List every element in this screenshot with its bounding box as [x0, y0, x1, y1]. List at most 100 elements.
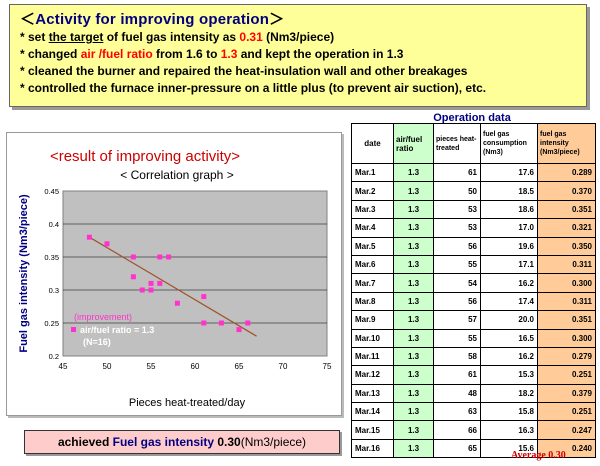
data-point: [201, 320, 207, 326]
x-tick-label: 55: [147, 362, 156, 371]
cell-pieces: 57: [433, 310, 481, 330]
cell-date: Mar.6: [351, 254, 394, 275]
cell-date: Mar.4: [351, 218, 394, 238]
activity-item-4: * controlled the furnace inner-pressure …: [20, 81, 487, 95]
cell-intensity: 0.279: [537, 346, 596, 367]
data-point: [166, 254, 172, 260]
cell-air-fuel-ratio: 1.3: [393, 236, 434, 256]
legend-marker: [71, 327, 76, 332]
cell-consumption: 16.3: [480, 420, 538, 440]
cell-date: Mar.12: [351, 365, 394, 385]
cell-intensity: 0.240: [537, 438, 596, 459]
correlation-chart: <result of improving activity> < Correlat…: [18, 148, 332, 409]
cell-consumption: 17.0: [480, 218, 538, 238]
table-row: Mar.6 1.3 55 17.1 0.311: [351, 254, 596, 275]
cell-air-fuel-ratio: 1.3: [393, 218, 434, 238]
improvement-activity-box: ＜Activity for improving operation＞ * set…: [9, 4, 587, 107]
activity-item-2: * changed air /fuel ratio from 1.6 to 1.…: [20, 47, 404, 61]
cell-pieces: 61: [433, 365, 481, 385]
cell-pieces: 56: [433, 291, 481, 312]
cell-air-fuel-ratio: 1.3: [393, 383, 434, 404]
cell-pieces: 53: [433, 218, 481, 238]
table-row: Mar.15 1.3 66 16.3 0.247: [351, 420, 596, 440]
trend-line: [89, 236, 257, 337]
cell-pieces: 55: [433, 328, 481, 348]
x-tick-label: 60: [191, 362, 200, 371]
cell-intensity: 0.379: [537, 383, 596, 404]
table-row: Mar.10 1.3 55 16.5 0.300: [351, 328, 596, 348]
cell-intensity: 0.370: [537, 181, 596, 201]
cell-air-fuel-ratio: 1.3: [393, 199, 434, 220]
y-tick-label: 0.35: [44, 253, 59, 262]
data-point: [245, 320, 251, 326]
legend-label: air/fuel ratio = 1.3: [80, 325, 154, 335]
cell-pieces: 55: [433, 254, 481, 275]
cell-air-fuel-ratio: 1.3: [393, 420, 434, 440]
cell-air-fuel-ratio: 1.3: [393, 162, 434, 183]
activity-item-3: * cleaned the burner and repaired the he…: [20, 64, 468, 78]
cell-air-fuel-ratio: 1.3: [393, 365, 434, 385]
header-date: date: [351, 123, 394, 164]
y-tick-label: 0.25: [44, 319, 59, 328]
table-row: Mar.4 1.3 53 17.0 0.321: [351, 218, 596, 238]
cell-air-fuel-ratio: 1.3: [393, 438, 434, 459]
header-pieces-heat-treated: pieces heat-treated: [433, 123, 481, 164]
x-axis-label: Pieces heat-treated/day: [129, 397, 246, 409]
table-row: Mar.2 1.3 50 18.5 0.370: [351, 181, 596, 201]
cell-pieces: 54: [433, 273, 481, 293]
cell-air-fuel-ratio: 1.3: [393, 273, 434, 293]
legend-title: (improvement): [74, 312, 132, 322]
cell-consumption: 20.0: [480, 310, 538, 330]
table-row: Mar.14 1.3 63 15.8 0.251: [351, 402, 596, 422]
cell-date: Mar.16: [351, 438, 394, 459]
header-fuel-gas-consumption: fuel gas consumption (Nm3): [480, 123, 538, 164]
y-tick-label: 0.4: [49, 220, 59, 229]
chart-heading: <result of improving activity>: [50, 148, 240, 165]
cell-intensity: 0.247: [537, 420, 596, 440]
x-tick-label: 75: [323, 362, 332, 371]
activity-item-1: * set the targetthe target of fuel gas i…: [20, 30, 335, 44]
cell-consumption: 18.5: [480, 181, 538, 201]
cell-air-fuel-ratio: 1.3: [393, 181, 434, 201]
data-point: [157, 254, 163, 260]
cell-intensity: 0.289: [537, 162, 596, 183]
x-tick-label: 50: [103, 362, 112, 371]
x-tick-label: 45: [59, 362, 68, 371]
title-text: Activity for improving operation: [35, 11, 270, 28]
data-point: [201, 294, 207, 300]
data-point: [130, 274, 136, 280]
cell-intensity: 0.311: [537, 291, 596, 312]
cell-consumption: 16.2: [480, 346, 538, 367]
cell-date: Mar.10: [351, 328, 394, 348]
plot-area: [62, 190, 328, 357]
table-row: Mar.13 1.3 48 18.2 0.379: [351, 383, 596, 404]
cell-date: Mar.11: [351, 346, 394, 367]
cell-date: Mar.5: [351, 236, 394, 256]
cell-pieces: 48: [433, 383, 481, 404]
table-header-row: date air/fuel ratio pieces heat-treated …: [351, 123, 596, 164]
cell-pieces: 50: [433, 181, 481, 201]
cell-intensity: 0.351: [537, 199, 596, 220]
table-row: Mar.1 1.3 61 17.6 0.289: [351, 162, 596, 183]
table-row: Mar.8 1.3 56 17.4 0.311: [351, 291, 596, 312]
correlation-chart-panel: <result of improving activity> < Correlat…: [6, 132, 342, 416]
title-bracket-open: ＜: [20, 11, 36, 28]
cell-consumption: 17.6: [480, 162, 538, 183]
header-air-fuel-ratio: air/fuel ratio: [393, 123, 434, 164]
table-row: Mar.7 1.3 54 16.2 0.300: [351, 273, 596, 293]
data-point: [236, 327, 242, 333]
cell-consumption: 15.3: [480, 365, 538, 385]
data-point: [148, 280, 154, 286]
achieved-summary: achieved Fuel gas intensity 0.30(Nm3/pie…: [24, 430, 340, 454]
cell-air-fuel-ratio: 1.3: [393, 291, 434, 312]
data-point: [174, 300, 180, 306]
table-row: Mar.12 1.3 61 15.3 0.251: [351, 365, 596, 385]
cell-air-fuel-ratio: 1.3: [393, 402, 434, 422]
table-row: Mar.5 1.3 56 19.6 0.350: [351, 236, 596, 256]
cell-date: Mar.2: [351, 181, 394, 201]
data-point: [157, 280, 163, 286]
y-tick-label: 0.3: [49, 286, 59, 295]
cell-consumption: 15.8: [480, 402, 538, 422]
data-point: [86, 234, 92, 240]
cell-intensity: 0.351: [537, 310, 596, 330]
